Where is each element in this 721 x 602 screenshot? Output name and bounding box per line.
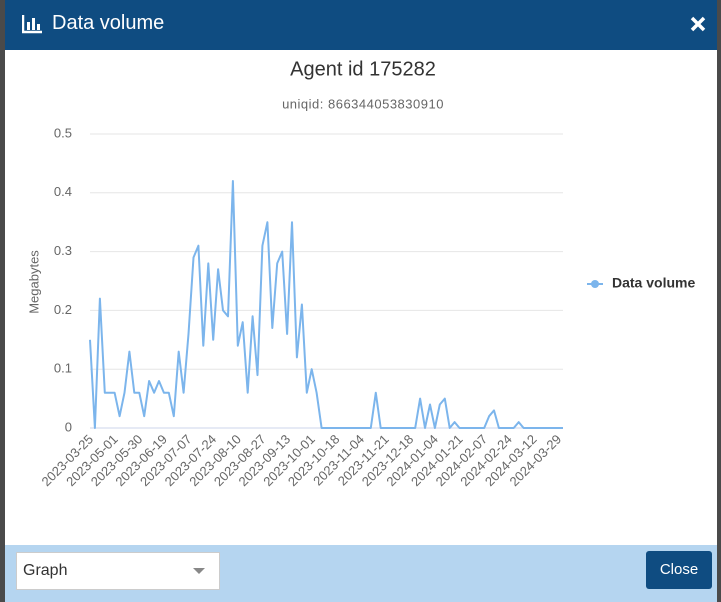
y-tick-label: 0.5 bbox=[54, 125, 72, 140]
dialog-header: Data volume bbox=[5, 0, 717, 50]
chart: 00.10.20.30.40.52023-03-252023-05-012023… bbox=[26, 58, 695, 489]
y-tick-label: 0.3 bbox=[54, 243, 72, 258]
chart-subtitle: uniqid: 866344053830910 bbox=[282, 96, 444, 111]
view-select[interactable]: Graph bbox=[16, 552, 220, 590]
y-axis-label: Megabytes bbox=[26, 250, 41, 314]
dialog-footer: Graph Close bbox=[5, 545, 717, 602]
y-tick-label: 0.1 bbox=[54, 361, 72, 376]
close-icon[interactable] bbox=[690, 16, 706, 32]
close-button[interactable]: Close bbox=[646, 551, 712, 589]
select-value: Graph bbox=[23, 562, 68, 579]
data-line bbox=[89, 180, 563, 429]
dialog-title: Data volume bbox=[52, 12, 165, 34]
y-tick-label: 0 bbox=[65, 419, 72, 434]
legend-marker bbox=[591, 280, 599, 288]
legend-label: Data volume bbox=[612, 275, 695, 291]
y-tick-label: 0.4 bbox=[54, 184, 72, 199]
chart-title: Agent id 175282 bbox=[290, 58, 436, 80]
y-tick-label: 0.2 bbox=[54, 302, 72, 317]
chart-icon bbox=[22, 15, 42, 34]
dialog: Data volume 0 0.1 0.2 0.3 0.4 0.5 2023-03-25 20… bbox=[5, 0, 717, 602]
